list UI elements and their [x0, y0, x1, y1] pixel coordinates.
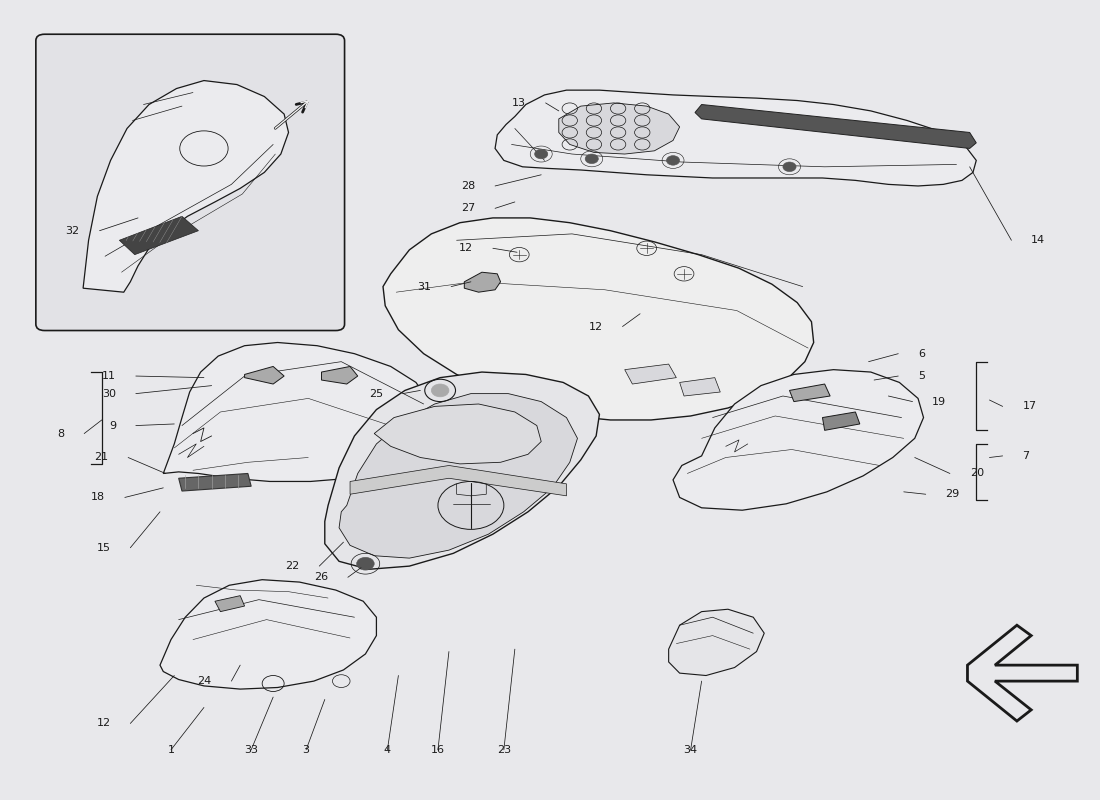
Polygon shape	[163, 342, 431, 482]
Text: 26: 26	[314, 572, 328, 582]
Circle shape	[431, 384, 449, 397]
Text: 25: 25	[368, 389, 383, 398]
Text: 28: 28	[461, 181, 475, 191]
FancyBboxPatch shape	[36, 34, 344, 330]
Text: 23: 23	[497, 745, 510, 754]
Text: 24: 24	[197, 676, 211, 686]
Text: 15: 15	[97, 542, 111, 553]
Text: 18: 18	[91, 493, 106, 502]
Circle shape	[356, 558, 374, 570]
Polygon shape	[673, 370, 924, 510]
Text: 32: 32	[66, 226, 80, 236]
Polygon shape	[383, 218, 814, 420]
Polygon shape	[350, 466, 566, 496]
Polygon shape	[790, 384, 830, 402]
Text: 4: 4	[384, 745, 390, 754]
Polygon shape	[119, 216, 198, 254]
Polygon shape	[823, 412, 860, 430]
Text: 27: 27	[461, 203, 475, 214]
Text: 1: 1	[167, 745, 175, 754]
Text: 14: 14	[1031, 235, 1045, 246]
Text: 21: 21	[95, 453, 109, 462]
Text: 8: 8	[57, 429, 65, 438]
Circle shape	[667, 156, 680, 166]
Polygon shape	[339, 394, 578, 558]
Text: 19: 19	[933, 397, 946, 406]
Polygon shape	[321, 366, 358, 384]
Polygon shape	[669, 610, 764, 675]
Text: 12: 12	[588, 322, 603, 331]
Polygon shape	[214, 596, 244, 612]
Text: 6: 6	[918, 349, 925, 358]
Text: 5: 5	[918, 371, 925, 381]
Polygon shape	[625, 364, 676, 384]
Text: 3: 3	[302, 745, 309, 754]
Polygon shape	[178, 474, 251, 491]
Text: 12: 12	[459, 243, 473, 254]
Text: 22: 22	[285, 561, 299, 571]
Polygon shape	[559, 103, 680, 154]
Text: 17: 17	[1022, 402, 1036, 411]
Polygon shape	[464, 272, 500, 292]
Text: 29: 29	[946, 490, 959, 499]
Polygon shape	[324, 372, 600, 570]
Circle shape	[783, 162, 796, 171]
Circle shape	[535, 150, 548, 159]
Circle shape	[585, 154, 598, 164]
Polygon shape	[695, 105, 977, 149]
Text: 16: 16	[431, 745, 444, 754]
Polygon shape	[160, 580, 376, 689]
Text: 11: 11	[102, 371, 116, 381]
Text: 20: 20	[970, 469, 983, 478]
Text: 12: 12	[97, 718, 111, 729]
Polygon shape	[968, 626, 1077, 721]
Text: 7: 7	[1022, 451, 1030, 461]
Text: 34: 34	[683, 745, 697, 754]
Polygon shape	[244, 366, 284, 384]
Polygon shape	[495, 90, 977, 186]
Text: 30: 30	[102, 389, 116, 398]
Polygon shape	[374, 404, 541, 464]
Text: 31: 31	[417, 282, 431, 291]
Polygon shape	[84, 81, 288, 292]
Polygon shape	[680, 378, 720, 396]
Text: 33: 33	[244, 745, 258, 754]
Text: 9: 9	[109, 421, 116, 430]
Text: 13: 13	[512, 98, 526, 108]
